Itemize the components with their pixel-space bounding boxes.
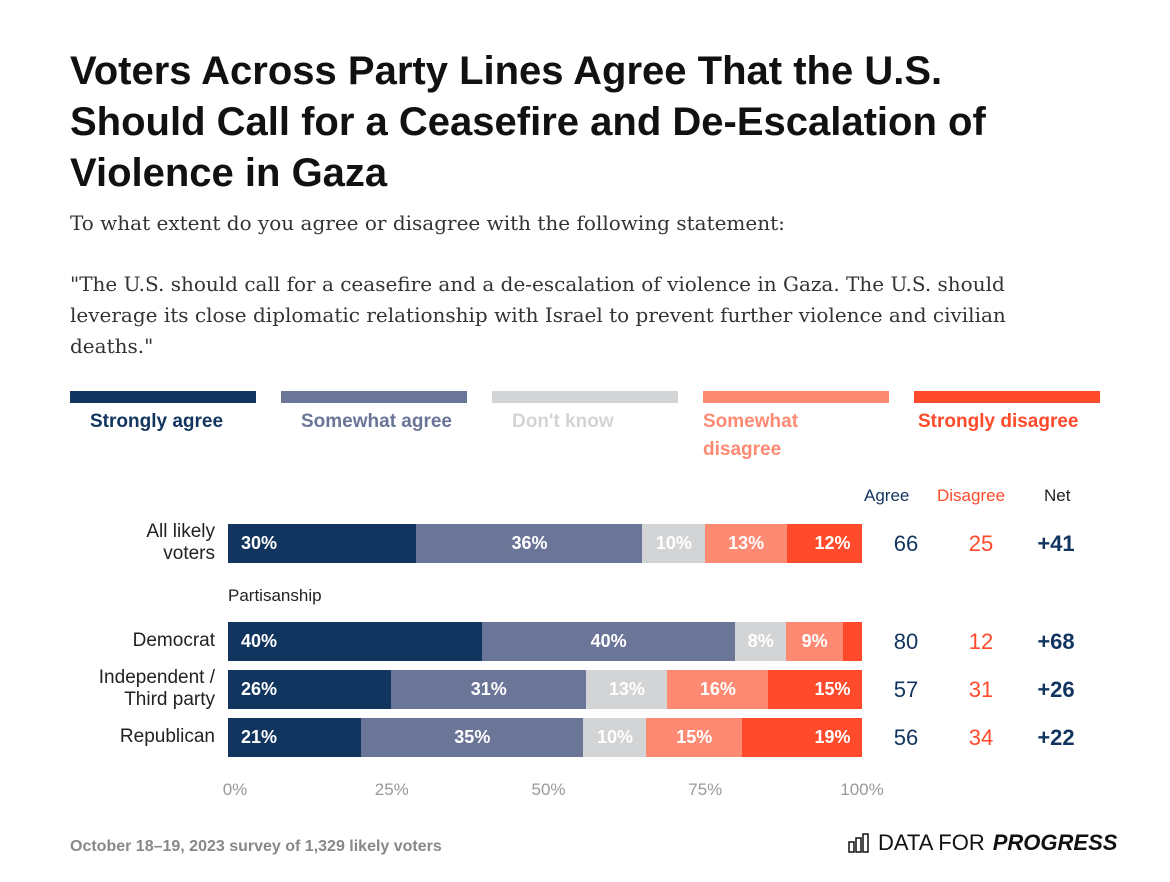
- bar-segment: 10%: [642, 524, 706, 563]
- legend-label: Don't know: [512, 411, 614, 432]
- footer-note: October 18–19, 2023 survey of 1,329 like…: [70, 838, 442, 855]
- row-label: All likely voters: [146, 521, 215, 564]
- logo-text-light: DATA FOR: [878, 830, 985, 855]
- bar-segment: 31%: [391, 670, 587, 709]
- row-label: Independent / Third party: [98, 667, 215, 710]
- net-value: +22: [1037, 725, 1075, 750]
- bar-segment: 15%: [646, 718, 743, 757]
- bar-segment: 10%: [583, 718, 647, 757]
- bar-segment: 21%: [228, 718, 362, 757]
- bar-segment: 26%: [228, 670, 392, 709]
- legend-swatch: [914, 391, 1100, 403]
- legend-swatch: [492, 391, 678, 403]
- bar-segment: 19%: [741, 718, 863, 757]
- statement-text: "The U.S. should call for a ceasefire an…: [70, 272, 1006, 358]
- row-label: Republican: [119, 726, 215, 747]
- net-value: +68: [1037, 629, 1075, 654]
- bar-segment: [842, 622, 863, 661]
- disagree-value: 25: [968, 531, 994, 556]
- bar-segment: 35%: [361, 718, 584, 757]
- bar-segment: 36%: [416, 524, 643, 563]
- bar-segment: 40%: [228, 622, 483, 661]
- agree-value: 80: [893, 629, 919, 654]
- bar-segment: 13%: [585, 670, 668, 709]
- net-header: Net: [1044, 486, 1071, 505]
- bar-segment: 13%: [705, 524, 788, 563]
- disagree-value: 34: [968, 725, 994, 750]
- x-tick-label: 0%: [222, 780, 248, 799]
- bar-segment: 15%: [767, 670, 863, 709]
- logo-text-bold: PROGRESS: [992, 830, 1118, 855]
- agree-value: 66: [893, 531, 919, 556]
- agree-header: Agree: [864, 486, 910, 505]
- x-tick-label: 25%: [374, 780, 409, 799]
- logo: DATA FOR PROGRESS: [848, 830, 1117, 856]
- bar-segment: 12%: [786, 524, 863, 563]
- legend-label: Strongly agree: [90, 411, 224, 432]
- disagree-value: 31: [968, 677, 994, 702]
- bar-segment: 40%: [481, 622, 736, 661]
- bar-segment: 8%: [735, 622, 787, 661]
- bar-chart-icon: [848, 833, 869, 853]
- legend-label: Somewhat disagree: [703, 411, 799, 460]
- agree-value: 57: [893, 677, 919, 702]
- legend-label: Strongly disagree: [918, 411, 1079, 432]
- chart-title: Voters Across Party Lines Agree That the…: [70, 49, 986, 195]
- question-text: To what extent do you agree or disagree …: [70, 211, 785, 235]
- net-value: +26: [1037, 677, 1075, 702]
- x-tick-label: 75%: [688, 780, 723, 799]
- legend-label: Somewhat agree: [301, 411, 452, 432]
- bar-segment: 16%: [667, 670, 769, 709]
- group-label: Partisanship: [228, 586, 322, 605]
- x-tick-label: 100%: [840, 780, 884, 799]
- bar-segment: 30%: [228, 524, 417, 563]
- legend-swatch: [281, 391, 467, 403]
- x-tick-label: 50%: [531, 780, 566, 799]
- legend-swatch: [70, 391, 256, 403]
- row-label: Democrat: [132, 630, 215, 651]
- legend-swatch: [703, 391, 889, 403]
- net-value: +41: [1037, 531, 1075, 556]
- disagree-value: 12: [968, 629, 994, 654]
- agree-value: 56: [893, 725, 919, 750]
- disagree-header: Disagree: [937, 486, 1006, 505]
- bar-segment: 9%: [785, 622, 844, 661]
